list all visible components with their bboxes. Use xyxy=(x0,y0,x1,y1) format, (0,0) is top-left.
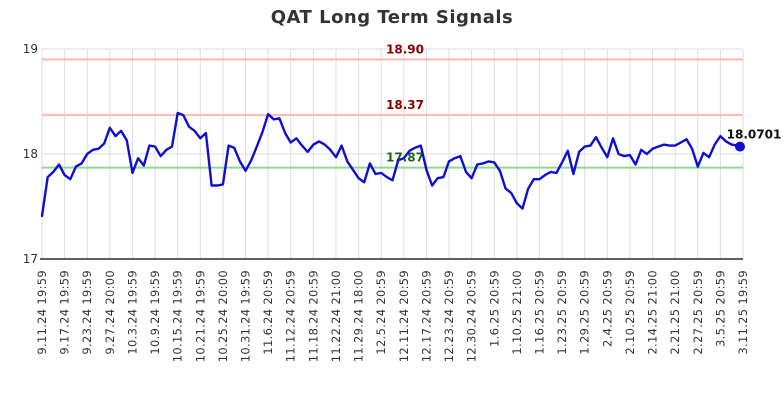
x-axis-label: 9.27.24 20:00 xyxy=(103,270,117,355)
x-axis-label: 1.10.25 21:00 xyxy=(510,270,524,355)
last-point-marker xyxy=(735,141,745,152)
x-axis-label: 3.5.25 20:59 xyxy=(713,270,727,347)
x-axis-label: 3.11.25 19:59 xyxy=(736,270,750,355)
x-axis-label: 1.6.25 20:59 xyxy=(487,270,501,347)
x-axis-label: 10.25.24 20:00 xyxy=(216,270,230,362)
x-axis-label: 9.11.24 19:59 xyxy=(35,270,49,355)
x-axis-label: 1.16.25 20:59 xyxy=(532,270,546,355)
chart-title: QAT Long Term Signals xyxy=(270,7,514,28)
x-axis-label: 11.18.24 20:59 xyxy=(306,270,320,362)
x-axis-label: 2.4.25 20:59 xyxy=(600,270,614,347)
x-axis-label: 10.9.24 19:59 xyxy=(148,270,162,355)
x-axis-label: 9.23.24 19:59 xyxy=(80,270,94,355)
x-axis-label: 2.14.25 21:00 xyxy=(646,270,660,355)
x-axis-label: 12.11.24 20:59 xyxy=(397,270,411,362)
x-axis-label: 2.27.25 20:59 xyxy=(691,270,705,355)
x-axis-label: 10.31.24 19:59 xyxy=(239,270,253,362)
x-axis-label: 11.12.24 20:59 xyxy=(284,270,298,362)
x-axis-label: 2.10.25 20:59 xyxy=(623,270,637,355)
x-axis-label: 9.17.24 19:59 xyxy=(58,270,72,355)
x-axis-label: 2.21.25 21:00 xyxy=(668,270,682,355)
x-axis-label: 11.29.24 18:00 xyxy=(352,270,366,362)
y-axis-label: 18 xyxy=(23,147,38,161)
x-axis-label: 10.21.24 19:59 xyxy=(193,270,207,362)
x-axis-label: 10.3.24 19:59 xyxy=(125,270,139,355)
x-axis-label: 12.5.24 20:59 xyxy=(374,270,388,355)
x-axis-label: 11.22.24 21:00 xyxy=(329,270,343,362)
x-axis-label: 1.29.25 20:59 xyxy=(578,270,592,355)
reference-line-label-resistance-lower: 18.37 xyxy=(386,98,424,112)
x-axis-label: 12.30.24 20:59 xyxy=(465,270,479,362)
reference-line-label-resistance-upper: 18.90 xyxy=(386,43,424,57)
x-axis-label: 12.23.24 20:59 xyxy=(442,270,456,362)
y-axis-label: 19 xyxy=(23,42,38,56)
y-axis-label: 17 xyxy=(23,252,38,266)
last-point-label: 18.0701 xyxy=(727,128,782,142)
x-axis-label: 10.15.24 19:59 xyxy=(171,270,185,362)
x-axis-label: 1.23.25 20:59 xyxy=(555,270,569,355)
price-line xyxy=(40,111,745,218)
x-axis-label: 12.17.24 20:59 xyxy=(419,270,433,362)
x-axis-label: 11.6.24 20:59 xyxy=(261,270,275,355)
